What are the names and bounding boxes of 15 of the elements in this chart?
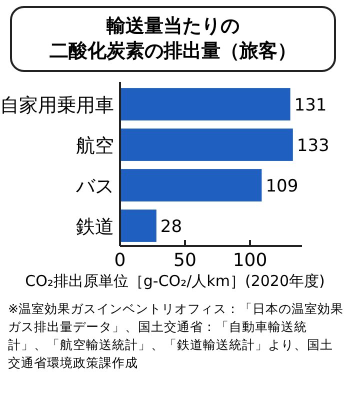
y-tick-label: 航空 xyxy=(76,134,114,157)
data-label: 131 xyxy=(294,95,327,116)
x-tick-label: 100 xyxy=(232,250,268,271)
y-tick-label: 自家用乗用車 xyxy=(0,94,114,116)
y-tick-label: バス xyxy=(75,175,114,198)
data-label: 28 xyxy=(160,216,182,237)
x-axis-title: CO₂排出原単位［g-CO₂/人km］(2020年度) xyxy=(25,272,325,290)
data-label: 109 xyxy=(266,176,298,196)
x-tick-label: 50 xyxy=(174,250,196,271)
data-label: 133 xyxy=(296,136,330,156)
text: ※温室効果ガスインベントリオフィス：「日本の温室効果ガス排出量データ」、国土交通省：「自動車輸送統計」、「航空輸送統計」、「鉄道輸送統計」より、国土交通省環境政策課作成 xyxy=(8,300,344,372)
chart-subtitle: 二酸化炭素の排出量（旅客） xyxy=(48,39,298,64)
chart-title: 輸送量当たりの xyxy=(106,14,240,39)
x-tick-label: 0 xyxy=(114,250,126,271)
y-tick-label: 鉄道 xyxy=(76,216,114,238)
